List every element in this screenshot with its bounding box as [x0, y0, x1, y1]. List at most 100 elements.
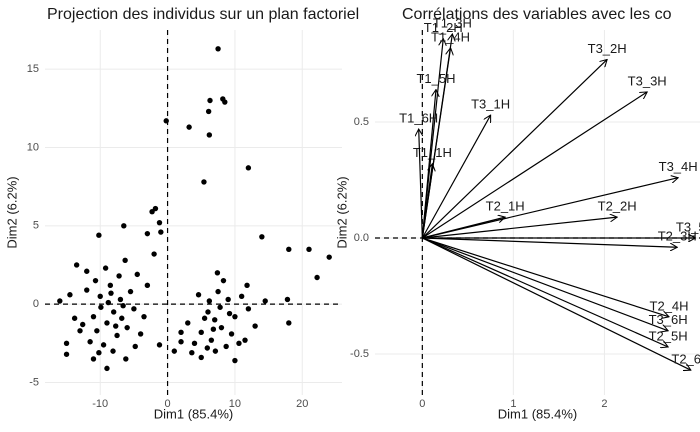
point — [73, 262, 80, 268]
point — [206, 132, 213, 138]
point — [84, 268, 90, 274]
point — [127, 288, 134, 295]
point — [171, 348, 178, 354]
point — [104, 365, 110, 372]
arrow — [421, 90, 436, 239]
x-axis-title: Dim1 (85.4%) — [154, 406, 233, 421]
point — [117, 296, 124, 303]
vector-label: T1_4H — [431, 29, 470, 44]
point — [144, 282, 151, 289]
vector-label: T1_1H — [413, 145, 452, 160]
vector-label: T2_1H — [486, 199, 525, 214]
point — [236, 340, 242, 347]
point — [63, 340, 70, 347]
point — [84, 287, 90, 293]
point — [98, 304, 104, 310]
arrow — [422, 92, 647, 239]
point — [232, 357, 238, 364]
point — [92, 277, 99, 284]
point — [208, 337, 215, 343]
chart-title: Corrélations des variables avec les co — [402, 6, 672, 23]
vector-label: T2_5H — [649, 328, 688, 343]
point — [217, 304, 223, 310]
vector-label: T2_2H — [598, 199, 637, 214]
point — [163, 118, 169, 124]
arrow — [422, 237, 691, 370]
point — [77, 328, 83, 334]
point — [232, 313, 238, 320]
x-tick-label: 0 — [165, 398, 171, 410]
point — [102, 265, 109, 271]
point — [116, 273, 122, 279]
point — [222, 99, 228, 105]
point — [137, 331, 144, 337]
point — [259, 234, 265, 240]
point — [132, 343, 138, 350]
point — [134, 271, 140, 278]
vector-label: T2_6H — [671, 352, 700, 367]
point — [110, 309, 117, 315]
y-tick-label: 0.5 — [354, 116, 369, 128]
x-tick-label: 1 — [510, 398, 516, 410]
x-axis-title: Dim1 (85.4%) — [498, 406, 577, 421]
point — [204, 345, 211, 351]
y-tick-label: 5 — [33, 220, 39, 232]
point — [225, 296, 231, 303]
point — [201, 179, 207, 185]
point — [156, 342, 163, 348]
point — [87, 339, 93, 345]
arrow — [422, 237, 668, 331]
vector-label: T3_2H — [588, 41, 627, 56]
point — [242, 337, 248, 343]
point — [306, 246, 312, 253]
chart-title: Projection des individus sur un plan fac… — [47, 6, 359, 23]
point — [97, 293, 103, 300]
point — [178, 339, 184, 345]
point — [104, 320, 110, 326]
y-tick-label: -0.5 — [350, 348, 369, 360]
y-tick-label: 0.0 — [354, 232, 369, 244]
point — [108, 290, 114, 296]
y-tick-label: 15 — [27, 63, 39, 75]
x-tick-label: -10 — [92, 398, 108, 410]
point — [215, 288, 221, 295]
point — [149, 209, 155, 215]
point — [67, 292, 73, 298]
vector-label: T1_2H — [424, 20, 463, 35]
point — [212, 348, 219, 354]
vector-label: T3_4H — [659, 159, 698, 174]
point — [158, 229, 164, 235]
point — [226, 310, 233, 317]
point — [178, 329, 184, 336]
point — [198, 354, 204, 361]
vector-label: T2_4H — [650, 298, 689, 313]
point — [110, 348, 116, 354]
point — [214, 270, 221, 276]
point — [223, 343, 229, 350]
y-tick-label: 10 — [27, 141, 39, 153]
point — [80, 321, 86, 328]
point — [186, 124, 192, 130]
arrow — [421, 59, 607, 239]
vector-label: T2_3H — [658, 229, 697, 244]
point — [189, 350, 195, 356]
point — [220, 277, 227, 284]
point — [90, 313, 97, 320]
point — [119, 315, 125, 321]
point — [212, 317, 218, 323]
x-tick-label: 10 — [229, 398, 241, 410]
x-tick-label: 0 — [419, 398, 425, 410]
y-tick-label: -5 — [29, 376, 39, 388]
point — [205, 309, 211, 315]
point — [207, 97, 213, 104]
point — [238, 293, 245, 300]
x-tick-label: 2 — [601, 398, 607, 410]
vector-label: T1_5H — [416, 71, 455, 86]
point — [141, 313, 147, 320]
point — [326, 254, 332, 260]
vector-label: T3_1H — [471, 97, 510, 112]
point — [215, 46, 221, 52]
point — [90, 356, 97, 362]
x-tick-label: 20 — [296, 398, 308, 410]
y-tick-label: 0 — [33, 298, 39, 310]
